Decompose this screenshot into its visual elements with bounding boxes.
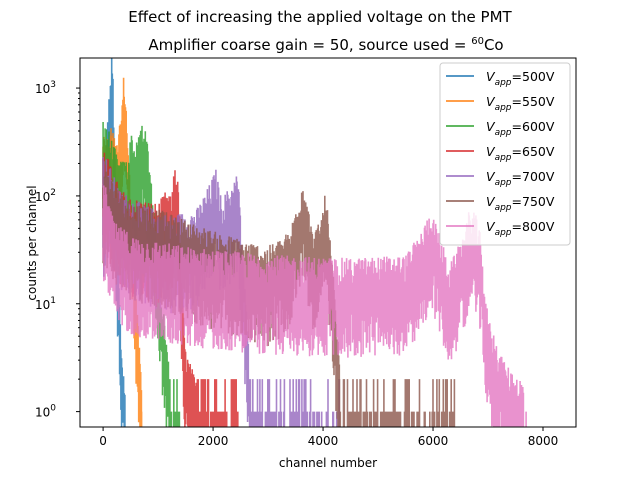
x-tick-label: 6000	[418, 434, 449, 448]
x-tick-label: 0	[99, 434, 107, 448]
legend-label: Vapp=800V	[486, 219, 555, 238]
y-tick-label: 102	[35, 188, 56, 204]
x-axis-label: channel number	[279, 456, 377, 470]
series-7-line	[102, 185, 527, 427]
plot-frame	[79, 57, 577, 428]
y-tick-label: 103	[35, 80, 56, 96]
legend-label: Vapp=700V	[486, 169, 555, 188]
y-axis-label: counts per channel	[25, 185, 39, 300]
legend-label: Vapp=600V	[486, 119, 555, 138]
legend-box	[439, 62, 571, 246]
legend-label: Vapp=500V	[486, 69, 555, 88]
legend-label: Vapp=650V	[486, 144, 555, 163]
y-axis: 100 101 102 103	[35, 80, 80, 420]
subtitle-superscript: 60	[471, 36, 484, 47]
legend-label: Vapp=550V	[486, 94, 555, 113]
subtitle-main: Amplifier coarse gain = 50, source used …	[148, 36, 471, 54]
y-tick-label: 101	[35, 296, 56, 312]
x-axis: 0 2000 4000 6000 8000	[99, 427, 558, 448]
x-tick-label: 8000	[528, 434, 559, 448]
series-group	[102, 58, 527, 427]
y-tick-label: 100	[35, 404, 56, 420]
legend-label: Vapp=750V	[486, 194, 555, 213]
chart-title: Effect of increasing the applied voltage…	[128, 8, 512, 26]
chart-subtitle: Amplifier coarse gain = 50, source used …	[148, 36, 503, 54]
legend: Vapp=500V Vapp=550V Vapp=600V Vapp=650V Vapp…	[439, 62, 571, 246]
x-tick-label: 2000	[198, 434, 229, 448]
subtitle-tail: Co	[484, 36, 504, 54]
x-tick-label: 4000	[308, 434, 339, 448]
